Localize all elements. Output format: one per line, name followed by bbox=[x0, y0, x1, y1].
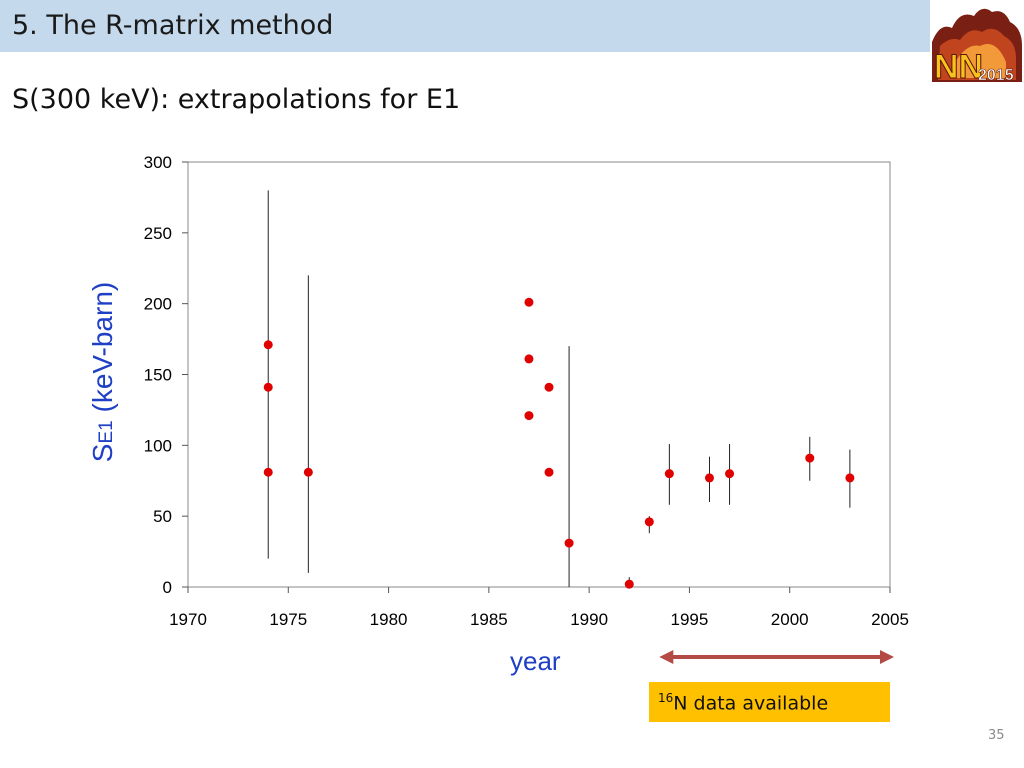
data-point bbox=[664, 469, 674, 479]
svg-text:2015: 2015 bbox=[978, 67, 1014, 84]
svg-text:NN: NN bbox=[934, 48, 983, 86]
data-point bbox=[564, 538, 574, 548]
y-axis-label: SE1 (keV-barn) bbox=[87, 282, 119, 462]
range-arrow-left-head bbox=[659, 650, 674, 664]
y-tick-label: 0 bbox=[163, 578, 172, 597]
y-axis-label-main: S bbox=[87, 443, 118, 463]
x-tick-label: 1980 bbox=[370, 610, 408, 629]
data-point bbox=[845, 473, 855, 483]
x-tick-label: 1985 bbox=[470, 610, 508, 629]
slide-title: 5. The R-matrix method bbox=[12, 10, 334, 41]
y-tick-label: 50 bbox=[153, 507, 172, 526]
data-point bbox=[544, 382, 554, 392]
y-tick-label: 200 bbox=[144, 295, 172, 314]
conference-logo: NN 2015 bbox=[932, 8, 1022, 86]
mass-number: 16 bbox=[658, 691, 674, 705]
data-point bbox=[805, 453, 815, 463]
y-tick-label: 100 bbox=[144, 436, 172, 455]
x-tick-label: 1975 bbox=[269, 610, 307, 629]
data-point bbox=[263, 467, 273, 477]
x-axis-label: year bbox=[510, 646, 561, 676]
data-availability-text: 16N data available bbox=[658, 691, 828, 714]
data-point bbox=[263, 382, 273, 392]
data-point bbox=[704, 473, 714, 483]
y-axis-label-subscript: E1 bbox=[96, 420, 117, 444]
data-point bbox=[544, 467, 554, 477]
page-number: 35 bbox=[988, 728, 1005, 743]
slide-subtitle: S(300 keV): extrapolations for E1 bbox=[12, 84, 461, 115]
x-tick-label: 2005 bbox=[871, 610, 909, 629]
data-point bbox=[524, 297, 534, 307]
data-point bbox=[644, 517, 654, 527]
y-tick-label: 300 bbox=[144, 153, 172, 172]
x-tick-label: 1995 bbox=[671, 610, 709, 629]
plot-frame bbox=[187, 161, 891, 588]
data-point bbox=[725, 469, 735, 479]
data-point bbox=[524, 354, 534, 364]
y-tick-label: 250 bbox=[144, 224, 172, 243]
data-availability-note: 16N data available bbox=[649, 682, 890, 722]
note-label: N data available bbox=[673, 692, 829, 715]
range-arrow-right-head bbox=[880, 650, 894, 664]
y-axis-label-unit: (keV-barn) bbox=[87, 281, 118, 421]
x-tick-label: 2000 bbox=[771, 610, 809, 629]
data-point bbox=[624, 579, 634, 589]
data-point bbox=[524, 411, 534, 421]
data-point bbox=[263, 340, 273, 350]
y-tick-label: 150 bbox=[144, 366, 172, 385]
x-tick-label: 1970 bbox=[169, 610, 207, 629]
title-bar: 5. The R-matrix method bbox=[0, 0, 930, 52]
data-point bbox=[303, 467, 313, 477]
x-tick-label: 1990 bbox=[570, 610, 608, 629]
